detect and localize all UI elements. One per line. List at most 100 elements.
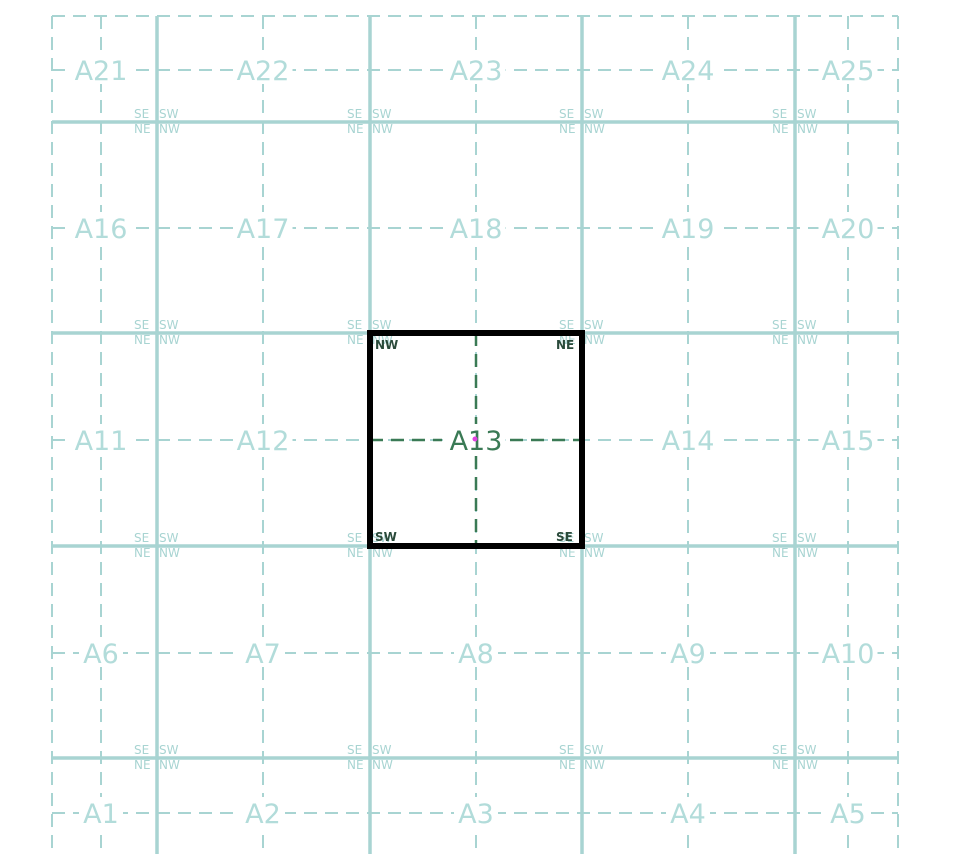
corner-label-sw: SW [372,107,392,121]
corner-label-nw: NW [159,333,180,347]
selected-cell-overlay [367,330,585,549]
cell-label-background [446,54,506,84]
cell-label-background [666,637,710,667]
corner-label-sw: SW [159,318,179,332]
cell-label-background [658,54,718,84]
corner-label-nw: NW [584,122,605,136]
cell-label: A16 [75,214,128,245]
cell-label-background [454,797,498,827]
cell-label-background [818,54,878,84]
selected-corner-sw: SW [375,530,397,544]
selected-cell-border [367,330,585,549]
corner-label-nw: NW [797,333,818,347]
selected-center-dot [472,436,478,442]
corner-label-sw: SW [372,531,392,545]
cell-label: A21 [75,56,128,87]
corner-label-se: SE [559,318,574,332]
cell-label-background [818,212,878,242]
cell-label-background [233,54,293,84]
corner-label-sw: SW [584,107,604,121]
corner-label-ne: NE [772,546,789,560]
cell-label: A14 [662,426,715,457]
corner-labels: SE SW NE NW SE SW NE NW SE SW NE NW SE SW NE NW SE SW NE NW… [134,107,818,772]
corner-label-ne: NE [134,122,151,136]
corner-label-nw: NW [797,758,818,772]
cell-label: A10 [822,639,875,670]
corner-label-ne: NE [772,122,789,136]
corner-label-sw: SW [159,531,179,545]
corner-label-nw: NW [584,758,605,772]
corner-label-se: SE [347,531,362,545]
cell-label: A24 [662,56,715,87]
corner-label-ne: NE [134,758,151,772]
selected-corner-nw: NW [375,338,398,352]
corner-label-sw: SW [159,743,179,757]
corner-label-sw: SW [797,318,817,332]
cell-label: A7 [245,639,281,670]
grid-solid-lines [52,16,898,854]
corner-label-nw: NW [372,122,393,136]
cell-label: A22 [237,56,290,87]
corner-label-ne: NE [347,758,364,772]
corner-label-se: SE [772,743,787,757]
corner-label-sw: SW [159,107,179,121]
corner-label-sw: SW [584,531,604,545]
corner-label-sw: SW [797,531,817,545]
cell-label-background [658,424,718,454]
corner-label-nw: NW [159,122,180,136]
cell-label: A4 [670,799,706,830]
corner-label-se: SE [134,318,149,332]
corner-label-nw: NW [372,333,393,347]
corner-label-ne: NE [772,333,789,347]
cell-label: A12 [237,426,290,457]
cell-label-background [658,212,718,242]
corner-label-ne: NE [772,758,789,772]
corner-label-se: SE [559,531,574,545]
corner-label-se: SE [347,318,362,332]
corner-label-ne: NE [559,333,576,347]
cell-label: A17 [237,214,290,245]
corner-label-nw: NW [372,546,393,560]
cell-label: A20 [822,214,875,245]
cell-label-background [79,637,123,667]
corner-label-nw: NW [584,333,605,347]
cell-label: A19 [662,214,715,245]
corner-label-nw: NW [159,546,180,560]
cell-labels: A21 A22 A23 A24 A25 A16 A17 A18 A19 A20 A11 A12 A13 A… [71,54,878,830]
corner-label-sw: SW [584,743,604,757]
corner-label-se: SE [772,107,787,121]
cell-label: A11 [75,426,128,457]
selected-corner-se: SE [556,530,573,544]
corner-label-nw: NW [159,758,180,772]
corner-label-se: SE [559,743,574,757]
cell-label: A5 [830,799,866,830]
selected-cell-label: A13 [450,426,503,457]
corner-label-nw: NW [372,758,393,772]
cell-label: A18 [450,214,503,245]
cell-label-background [666,797,710,827]
corner-label-nw: NW [797,546,818,560]
cell-label: A25 [822,56,875,87]
cell-label: A6 [83,639,119,670]
cell-label-background [241,797,285,827]
cell-label-background [446,212,506,242]
corner-label-se: SE [134,743,149,757]
corner-label-sw: SW [584,318,604,332]
corner-label-ne: NE [559,546,576,560]
corner-label-sw: SW [372,318,392,332]
corner-label-se: SE [772,531,787,545]
cell-label-background [233,212,293,242]
cell-label: A8 [458,639,494,670]
cell-label: A9 [670,639,706,670]
selected-corner-ne: NE [556,338,574,352]
corner-label-ne: NE [134,546,151,560]
cell-label-background [71,212,131,242]
corner-label-se: SE [559,107,574,121]
corner-label-se: SE [772,318,787,332]
cell-label-background [71,54,131,84]
cell-label-background [818,637,878,667]
cell-label-background [454,637,498,667]
corner-label-ne: NE [134,333,151,347]
corner-label-sw: SW [797,743,817,757]
